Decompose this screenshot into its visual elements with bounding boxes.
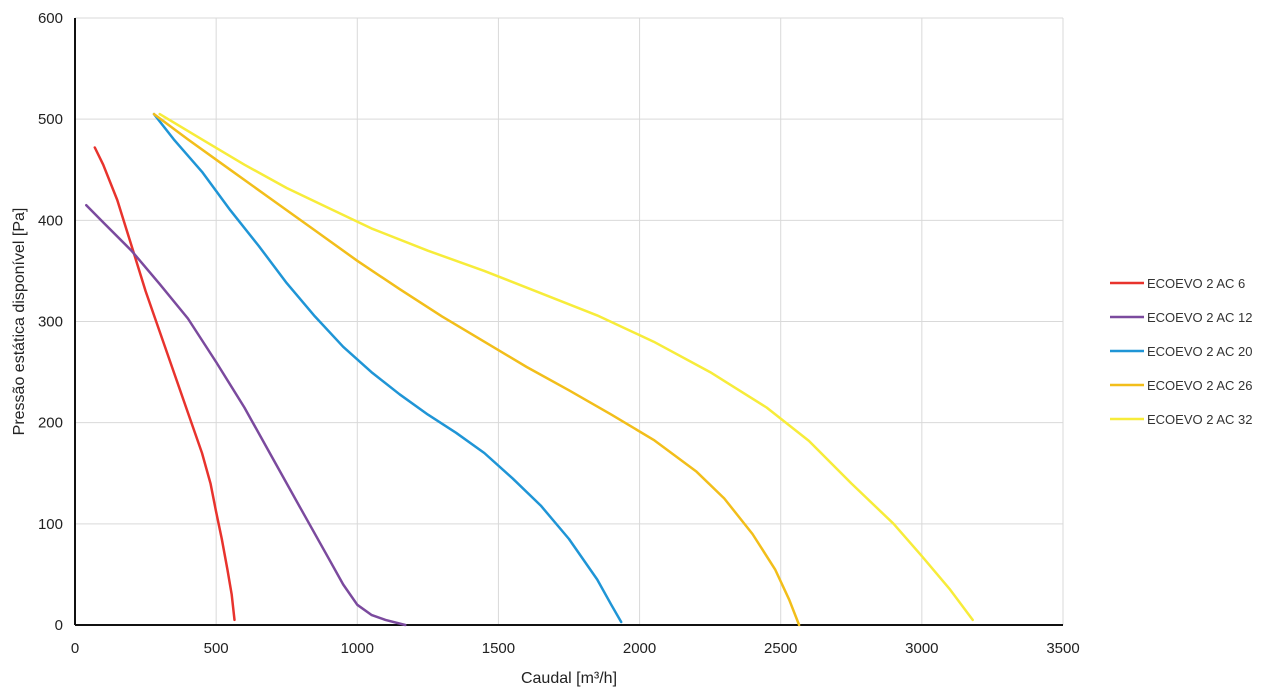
x-tick-label: 2000	[623, 640, 656, 657]
series-line-4	[152, 112, 801, 627]
x-tick-label: 1000	[341, 640, 374, 657]
y-tick-label: 100	[38, 516, 63, 533]
y-tick-label: 300	[38, 314, 63, 331]
legend-label-5: ECOEVO 2 AC 32	[1147, 412, 1253, 427]
series-line-3	[152, 112, 623, 624]
x-axis-title: Caudal [m³/h]	[521, 670, 617, 687]
y-tick-label: 400	[38, 212, 63, 229]
series-layer	[85, 112, 974, 627]
x-tick-label: 3500	[1046, 640, 1079, 657]
gridlines	[75, 17, 1064, 625]
legend-label-1: ECOEVO 2 AC 6	[1147, 276, 1245, 291]
legend-label-2: ECOEVO 2 AC 12	[1147, 310, 1253, 325]
y-tick-label: 600	[38, 10, 63, 27]
x-tick-label: 2500	[764, 640, 797, 657]
tick-labels: 0 500 1000 1500 2000 2500 3000 3500 0 100 200 300 40…	[38, 10, 1080, 657]
axes	[74, 18, 1063, 626]
series-line-1	[93, 146, 236, 622]
y-tick-label: 200	[38, 415, 63, 432]
x-tick-label: 0	[71, 640, 79, 657]
y-axis-title: Pressão estática disponível [Pa]	[11, 208, 28, 436]
x-tick-label: 3000	[905, 640, 938, 657]
series-line-5	[158, 112, 974, 622]
y-tick-label: 0	[55, 617, 63, 634]
legend-label-3: ECOEVO 2 AC 20	[1147, 344, 1253, 359]
x-tick-label: 1500	[482, 640, 515, 657]
x-tick-label: 500	[204, 640, 229, 657]
legend-label-4: ECOEVO 2 AC 26	[1147, 378, 1253, 393]
legend: ECOEVO 2 AC 6 ECOEVO 2 AC 12 ECOEVO 2 AC 2…	[1110, 276, 1253, 427]
series-line-2	[85, 203, 407, 627]
y-tick-label: 500	[38, 111, 63, 128]
